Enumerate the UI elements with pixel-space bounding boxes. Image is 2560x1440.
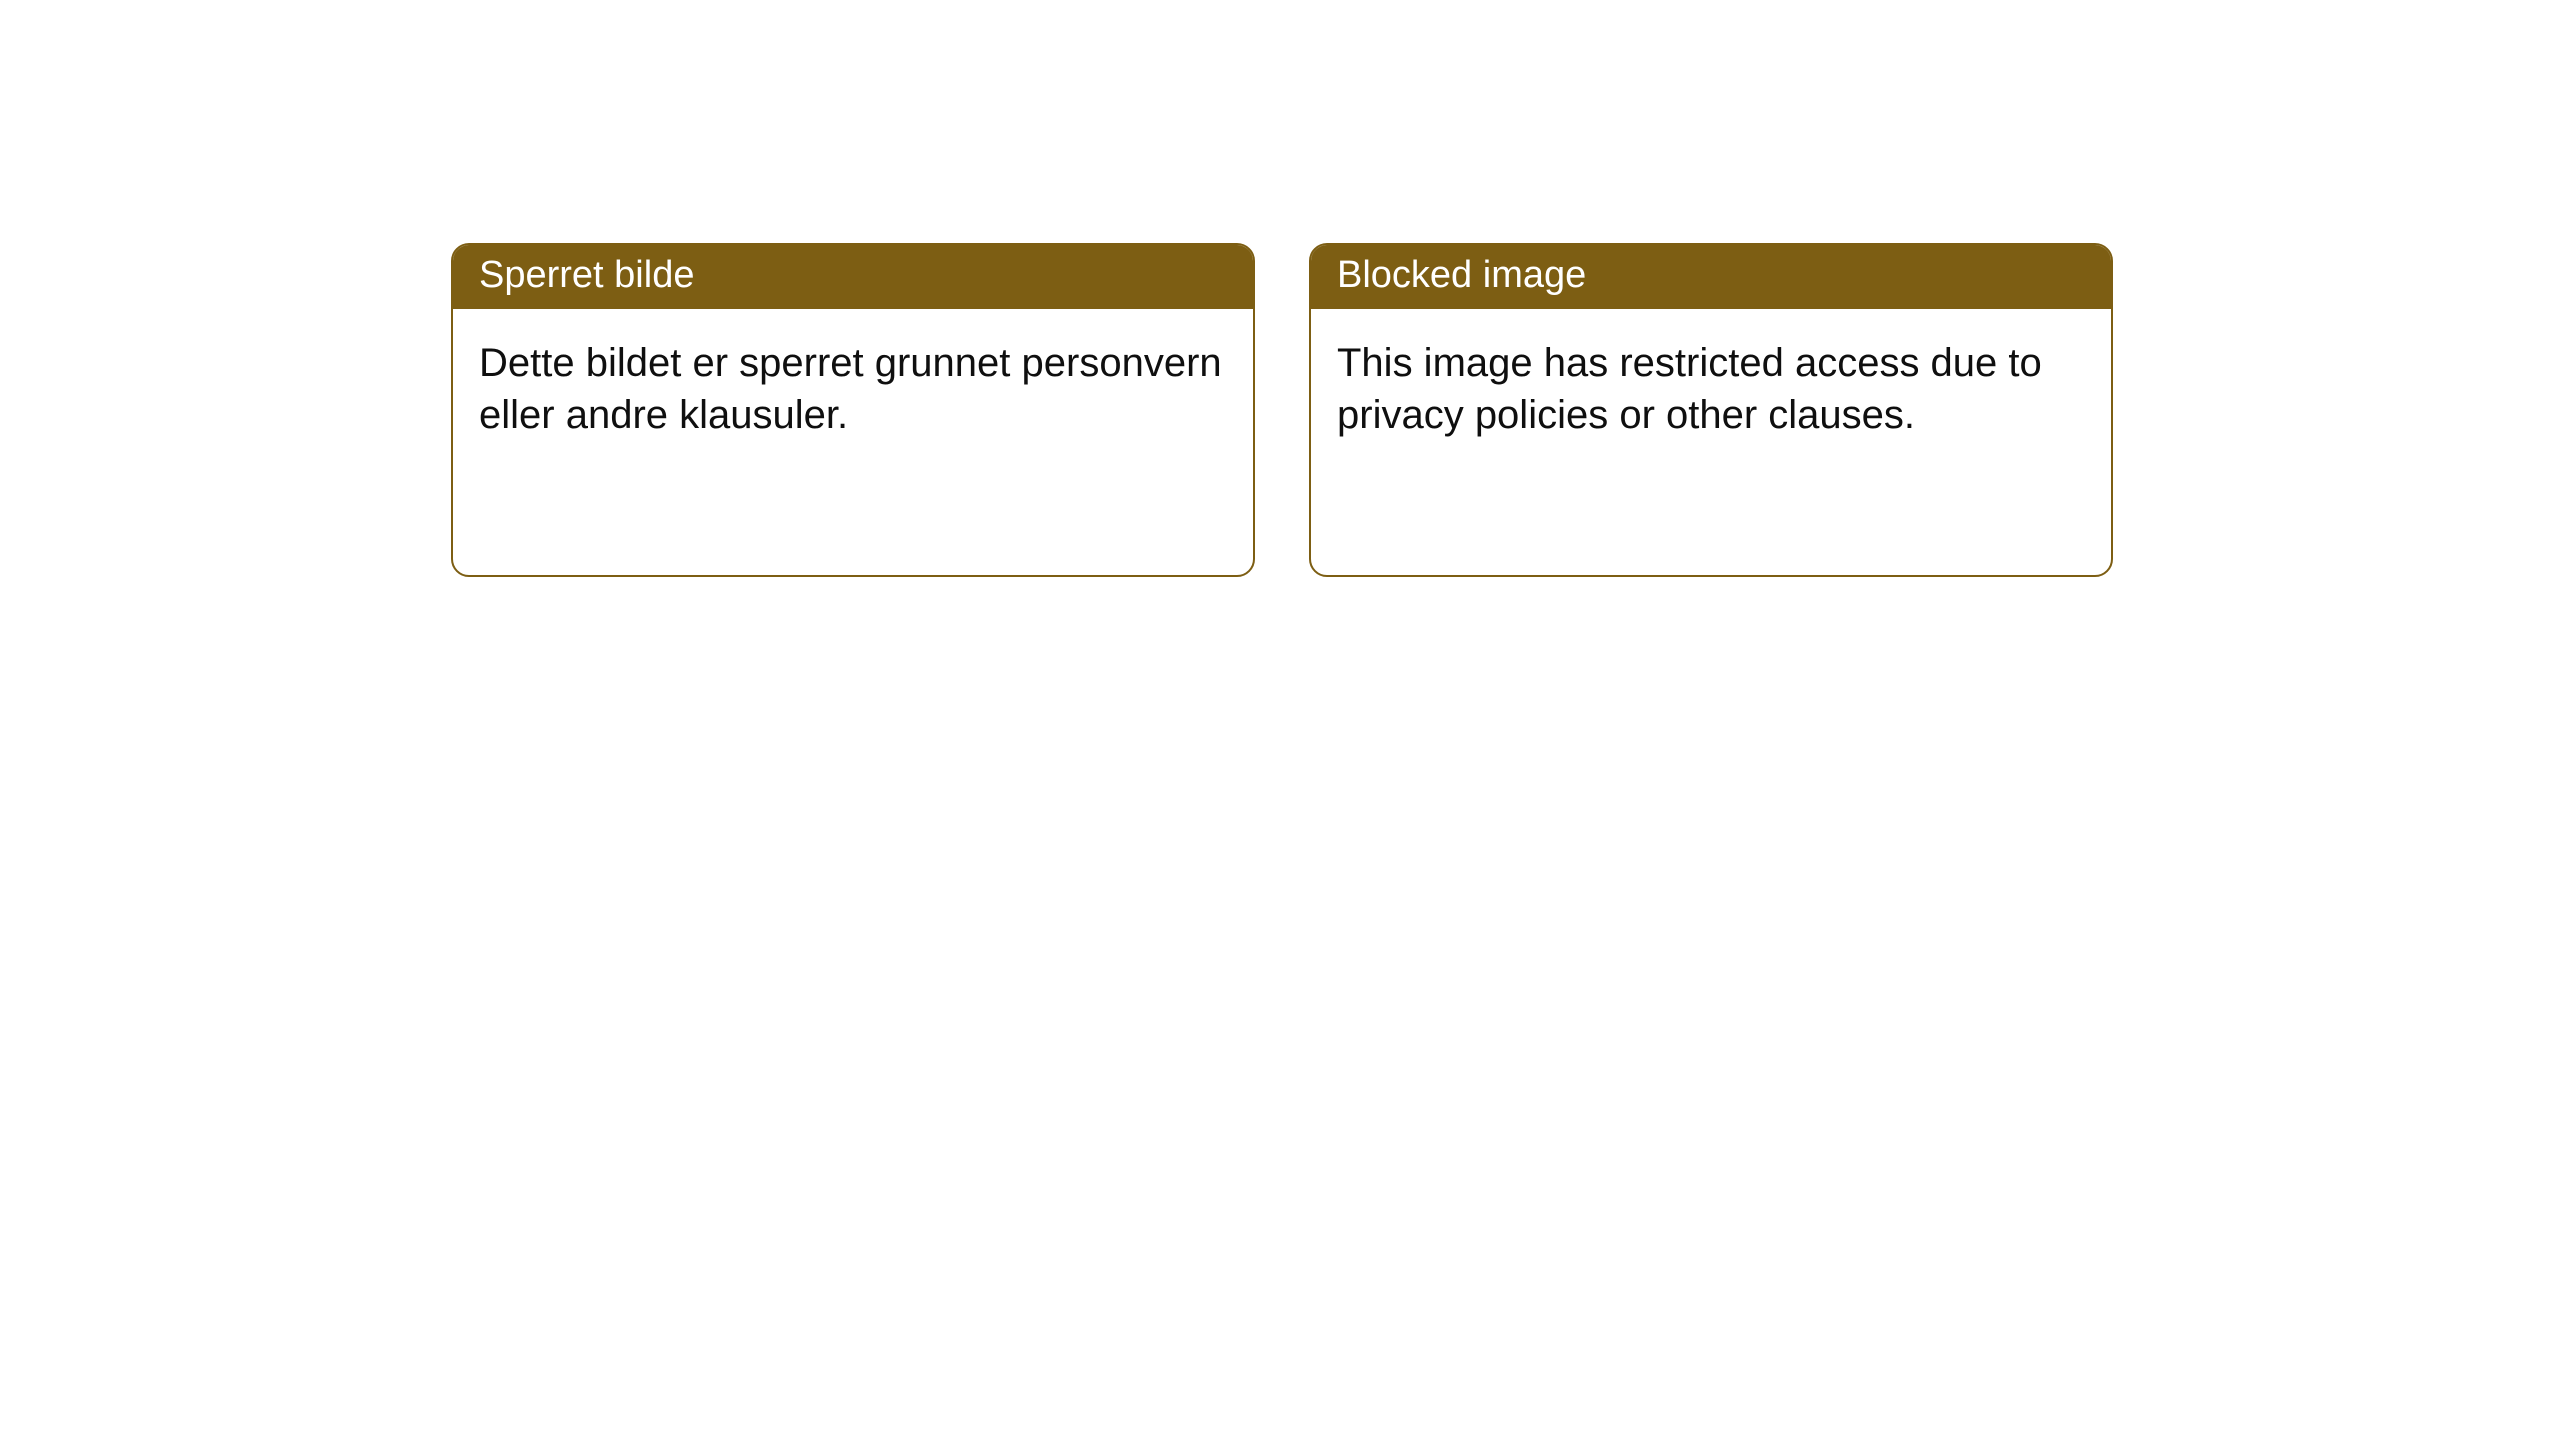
notice-body: Dette bildet er sperret grunnet personve…: [453, 309, 1253, 469]
notice-body-text: This image has restricted access due to …: [1337, 341, 2042, 437]
notice-body: This image has restricted access due to …: [1311, 309, 2111, 469]
notice-body-text: Dette bildet er sperret grunnet personve…: [479, 341, 1222, 437]
notice-header: Sperret bilde: [453, 245, 1253, 309]
notice-title: Blocked image: [1337, 254, 1586, 296]
notice-container: Sperret bilde Dette bildet er sperret gr…: [0, 0, 2560, 577]
notice-card-english: Blocked image This image has restricted …: [1309, 243, 2113, 577]
notice-title: Sperret bilde: [479, 254, 694, 296]
notice-card-norwegian: Sperret bilde Dette bildet er sperret gr…: [451, 243, 1255, 577]
notice-header: Blocked image: [1311, 245, 2111, 309]
